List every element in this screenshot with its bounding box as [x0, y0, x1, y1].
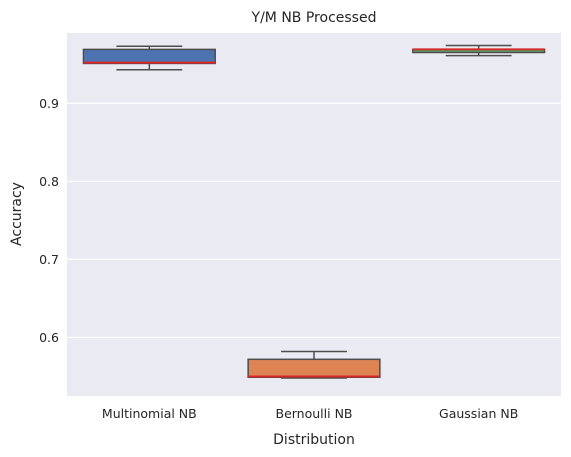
box-iqr: [82, 48, 216, 65]
y-tick-label: 0.6: [39, 330, 59, 345]
x-axis-label: Distribution: [273, 432, 355, 448]
box-2: [247, 350, 381, 379]
x-tick-label: Bernoulli NB: [276, 406, 353, 421]
y-tick-label: 0.9: [39, 96, 59, 111]
y-axis-label: Accuracy: [9, 182, 25, 246]
boxes: [82, 44, 546, 379]
y-tick-label: 0.7: [39, 252, 59, 267]
box-iqr: [247, 358, 381, 379]
box-1: [82, 45, 216, 71]
x-tick-labels: Multinomial NB Bernoulli NB Gaussian NB: [102, 406, 518, 421]
y-tick-label: 0.8: [39, 174, 59, 189]
x-tick-label: Gaussian NB: [439, 406, 518, 421]
x-tick-label: Multinomial NB: [102, 406, 197, 421]
y-tick-labels: 0.6 0.7 0.8 0.9: [39, 96, 59, 345]
chart-title: Y/M NB Processed: [251, 10, 377, 26]
box-3: [412, 44, 546, 57]
plot-area: [67, 33, 561, 396]
grid-lines: [67, 102, 561, 339]
